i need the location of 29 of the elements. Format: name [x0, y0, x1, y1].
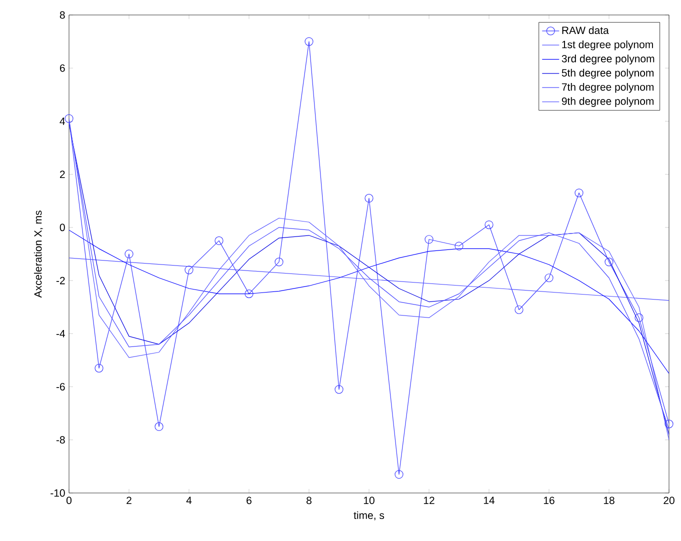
x-tick-label: 4 — [186, 496, 192, 504]
y-tick-label: 0 — [60, 224, 65, 232]
x-tick-label: 12 — [424, 496, 434, 504]
x-tick-label: 16 — [544, 496, 554, 504]
legend-label: 3rd degree polynom — [562, 54, 654, 64]
y-tick-label: -2 — [56, 276, 65, 284]
legend-label: 7th degree polynom — [562, 83, 654, 93]
legend-label: 5th degree polynom — [562, 68, 654, 79]
y-axis-title: Axceleration X, ms — [34, 210, 43, 298]
x-axis-title: time, s — [354, 511, 384, 520]
x-tick-label: 0 — [66, 496, 72, 504]
legend-label: 1st degree polynom — [562, 40, 653, 50]
y-tick-label: 6 — [60, 64, 65, 72]
x-tick-label: 2 — [126, 496, 132, 504]
legend-label: RAW data — [562, 26, 609, 34]
x-tick-label: 6 — [246, 496, 252, 504]
x-tick-label: 8 — [306, 496, 312, 504]
y-tick-label: -4 — [56, 330, 65, 338]
y-tick-label: -6 — [56, 383, 65, 390]
legend-label: 9th degree polynom — [562, 97, 654, 107]
x-tick-label: 14 — [484, 496, 495, 504]
y-tick-label: 2 — [60, 170, 65, 178]
y-tick-label: 8 — [60, 11, 65, 19]
x-tick-label: 20 — [664, 496, 674, 504]
x-tick-label: 10 — [364, 496, 374, 504]
y-tick-label: 4 — [60, 118, 65, 125]
y-tick-label: -10 — [50, 489, 65, 497]
x-tick-label: 18 — [604, 496, 614, 504]
y-tick-label: -8 — [56, 436, 65, 444]
